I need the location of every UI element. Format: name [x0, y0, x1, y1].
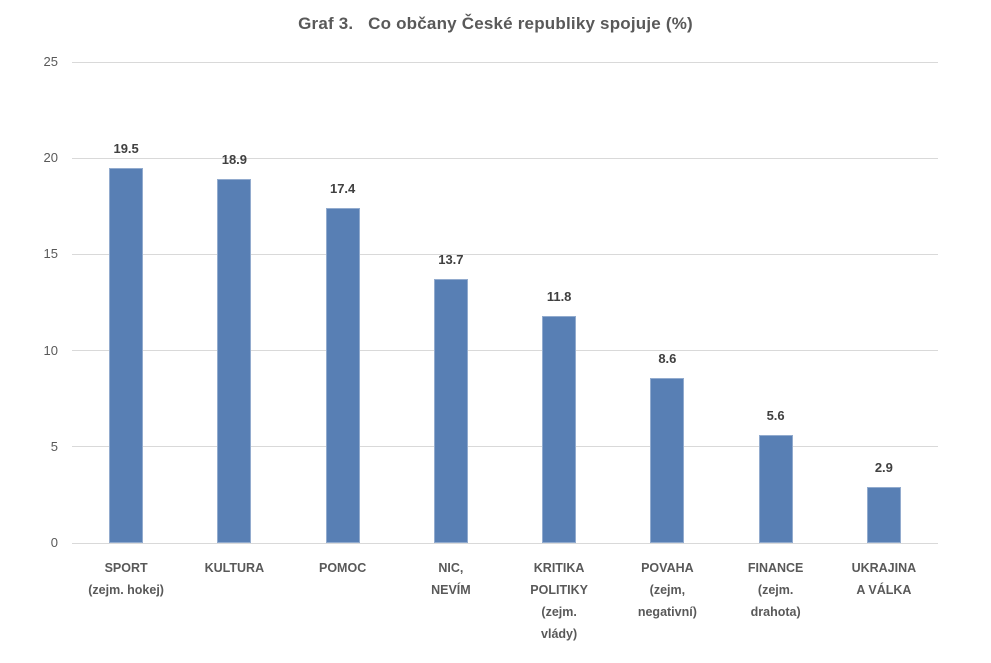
gridline: [72, 350, 938, 352]
gridline: [72, 61, 938, 63]
bar-value-label: 17.4: [329, 181, 356, 197]
y-axis-tick-label: 10: [43, 342, 58, 358]
bar: [542, 315, 577, 543]
bar-value-label: 2.9: [874, 460, 893, 476]
y-axis-tick-label: 15: [43, 246, 58, 262]
bar-value-label: 11.8: [546, 288, 572, 304]
chart-title: Graf 3. Co občany České republiky spojuj…: [298, 14, 693, 33]
y-axis-tick-label: 25: [43, 54, 58, 69]
bar: [866, 487, 901, 543]
gridline: [72, 157, 938, 159]
gridline: [72, 253, 938, 255]
bar: [217, 179, 252, 543]
x-axis-category-label: KRITIKA POLITIKY (zejm. vlády): [530, 561, 588, 641]
y-axis-tick-label: 20: [43, 150, 58, 166]
x-axis-category-label: POVAHA (zejm, negativní): [637, 561, 697, 619]
bar-value-label: 18.9: [221, 152, 248, 168]
bar-value-label: 5.6: [766, 408, 785, 424]
x-axis-category-label: UKRAJINA A VÁLKA: [851, 561, 917, 597]
bar: [433, 279, 468, 543]
x-axis-category-label: NIC, NEVÍM: [431, 561, 471, 597]
gridline: [72, 542, 938, 544]
bar-value-label: 13.7: [438, 252, 464, 268]
x-axis-category-label: KULTURA: [204, 561, 265, 575]
bar-value-label: 8.6: [658, 350, 677, 366]
bar: [650, 377, 685, 543]
x-axis-category-label: SPORT (zejm. hokej): [88, 561, 164, 597]
y-axis-tick-label: 5: [50, 438, 58, 454]
bar: [109, 167, 144, 543]
x-axis-category-label: POMOC: [319, 561, 367, 575]
bar-value-label: 19.5: [113, 140, 139, 156]
bar: [325, 208, 360, 543]
x-axis-category-label: FINANCE (zejm. drahota): [747, 561, 804, 619]
gridline: [72, 446, 938, 448]
y-axis-tick-label: 0: [50, 535, 58, 550]
bar: [758, 435, 793, 543]
